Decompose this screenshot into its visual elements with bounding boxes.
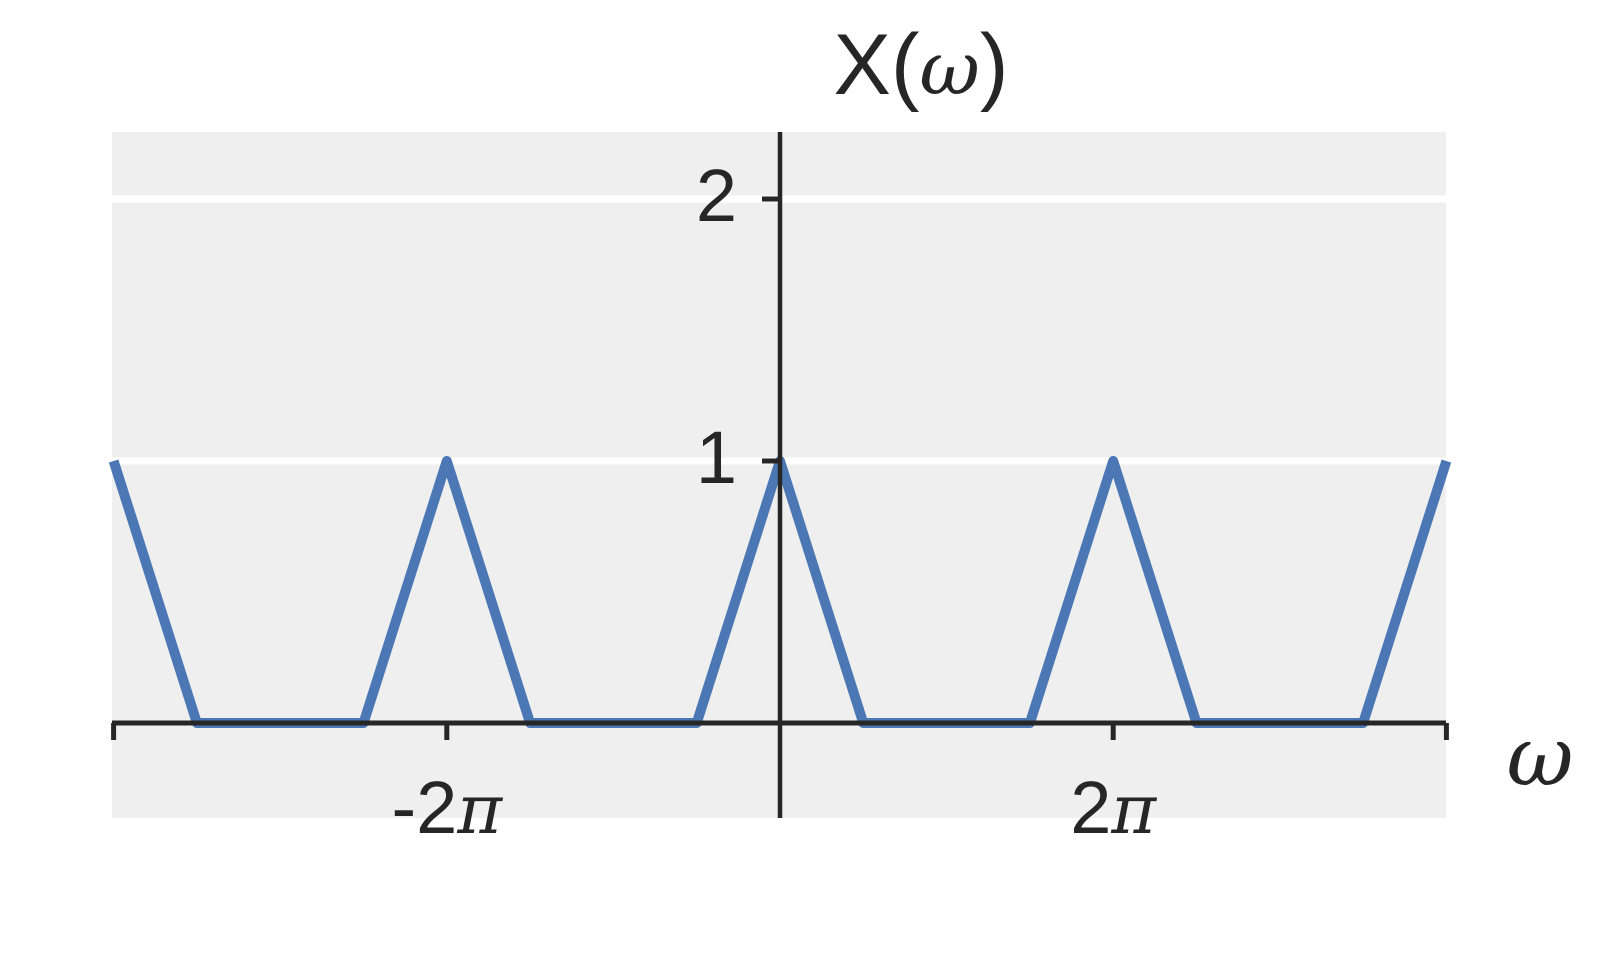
x-tick-label: -2π xyxy=(392,770,503,845)
x-tick-label-number: -2 xyxy=(391,765,458,849)
omega-axis-symbol: ω xyxy=(1506,710,1574,805)
title-suffix: ) xyxy=(979,17,1009,113)
title-prefix: X( xyxy=(833,17,920,113)
y-tick-label: 1 xyxy=(695,416,737,499)
pi-symbol: π xyxy=(1111,770,1157,850)
x-tick-label-number: 2 xyxy=(1070,765,1112,849)
x-axis-label: ω xyxy=(1507,717,1574,799)
y-tick-label: 2 xyxy=(695,154,737,237)
pi-symbol: π xyxy=(457,770,503,850)
x-tick-label: 2π xyxy=(1070,770,1156,845)
omega-symbol: ω xyxy=(919,26,980,112)
chart-title: X(ω) xyxy=(834,22,1009,108)
